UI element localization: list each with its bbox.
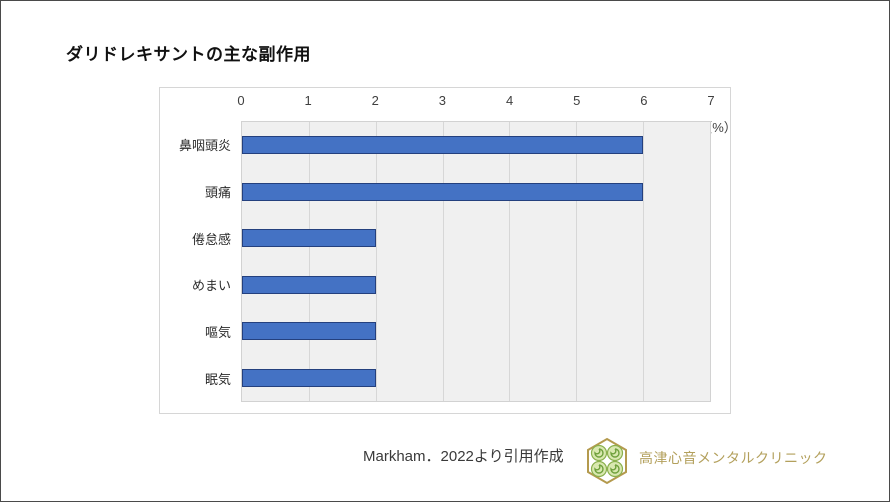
axis-tick-label: 1 — [304, 93, 312, 108]
gridline — [375, 122, 377, 401]
citation-text: Markham．2022より引用作成 — [363, 448, 564, 465]
bar-band — [242, 122, 710, 169]
category-axis: 鼻咽頭炎頭痛倦怠感めまい嘔気眠気 — [160, 121, 231, 402]
category-label: 倦怠感 — [191, 231, 231, 247]
bar-band — [242, 355, 710, 402]
axis-tick-label: 7 — [707, 93, 715, 108]
gridline — [308, 122, 310, 401]
category-label: 嘔気 — [204, 325, 231, 341]
clover-hexagon-logo-icon — [587, 437, 627, 485]
bar-band — [242, 308, 710, 355]
data-bar — [242, 368, 376, 387]
axis-tick-label: 3 — [438, 93, 447, 108]
axis-tick-label: 4 — [505, 93, 514, 108]
axis-tick-label: 6 — [640, 93, 648, 108]
bar-band — [242, 262, 710, 309]
category-label: めまい — [191, 278, 231, 294]
category-label: 鼻咽頭炎 — [178, 137, 231, 153]
clinic-name-text: 高津心音メンタルクリニック — [639, 450, 828, 466]
data-bar — [242, 229, 376, 248]
bar-band — [242, 169, 710, 216]
category-label: 眠気 — [204, 372, 231, 388]
data-bar — [242, 275, 376, 294]
axis-tick-label: 2 — [371, 93, 379, 108]
axis-tick-label: 0 — [237, 93, 245, 108]
category-label: 頭痛 — [204, 184, 231, 200]
chart-title: ダリドレキサントの主な副作用 — [66, 45, 311, 64]
gridline — [576, 122, 578, 401]
gridline — [442, 122, 444, 401]
plot-area — [241, 121, 711, 402]
data-bar — [242, 322, 376, 341]
gridline — [643, 122, 645, 401]
axis-tick-label: 5 — [573, 93, 581, 108]
data-bar — [242, 136, 644, 155]
data-bar — [242, 182, 644, 201]
bar-band — [242, 215, 710, 262]
gridline — [509, 122, 511, 401]
